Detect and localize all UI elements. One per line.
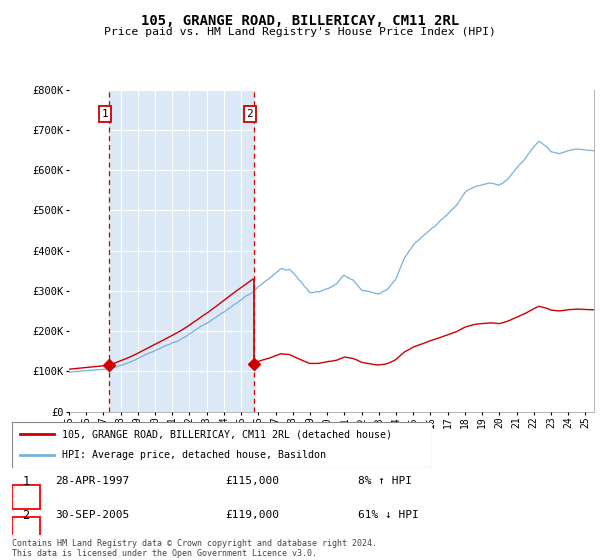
Text: 1: 1 [22,475,29,488]
Text: 2: 2 [247,109,253,119]
Text: 105, GRANGE ROAD, BILLERICAY, CM11 2RL (detached house): 105, GRANGE ROAD, BILLERICAY, CM11 2RL (… [62,429,392,439]
Text: 30-SEP-2005: 30-SEP-2005 [55,511,130,520]
Text: £115,000: £115,000 [225,477,279,486]
Text: HPI: Average price, detached house, Basildon: HPI: Average price, detached house, Basi… [62,450,326,460]
Text: 28-APR-1997: 28-APR-1997 [55,477,130,486]
FancyBboxPatch shape [12,517,40,541]
Text: Price paid vs. HM Land Registry's House Price Index (HPI): Price paid vs. HM Land Registry's House … [104,27,496,37]
Text: 8% ↑ HPI: 8% ↑ HPI [358,477,412,486]
Bar [109,90,254,412]
Text: 2: 2 [22,509,29,522]
Text: 1: 1 [101,109,108,119]
Text: 105, GRANGE ROAD, BILLERICAY, CM11 2RL: 105, GRANGE ROAD, BILLERICAY, CM11 2RL [141,14,459,28]
FancyBboxPatch shape [12,422,432,468]
FancyBboxPatch shape [12,484,40,509]
Text: £119,000: £119,000 [225,511,279,520]
Text: 61% ↓ HPI: 61% ↓ HPI [358,511,418,520]
Text: Contains HM Land Registry data © Crown copyright and database right 2024.
This d: Contains HM Land Registry data © Crown c… [12,539,377,558]
